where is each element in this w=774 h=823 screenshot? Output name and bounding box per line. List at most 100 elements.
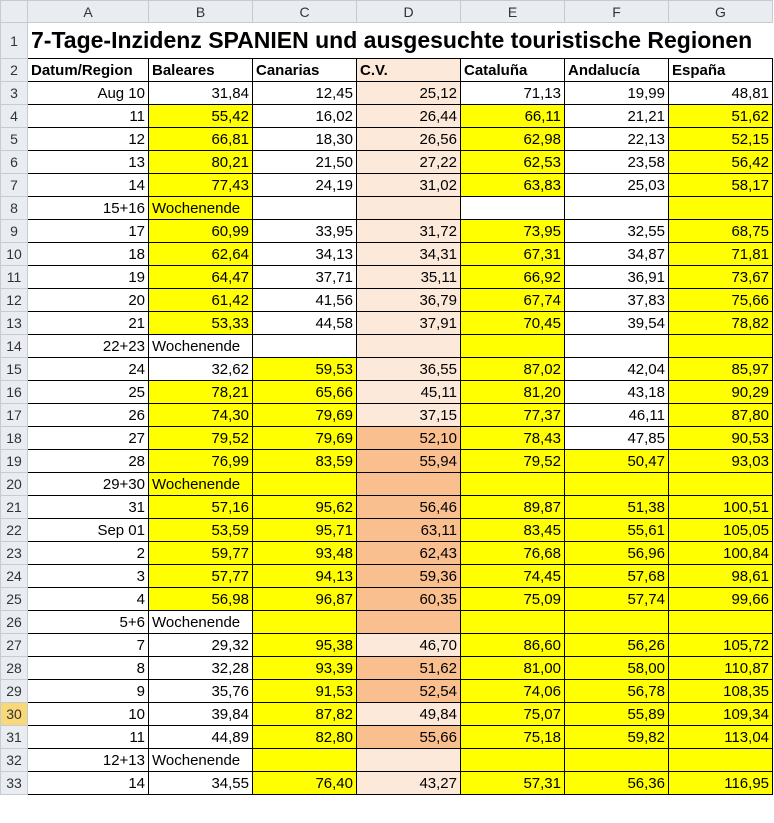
column-title-cell[interactable]: C.V. — [356, 58, 461, 82]
date-cell[interactable]: 21 — [27, 311, 149, 335]
row-header[interactable]: 18 — [0, 426, 28, 450]
value-cell[interactable]: 56,46 — [356, 495, 461, 519]
value-cell[interactable]: 42,04 — [564, 357, 669, 381]
value-cell[interactable]: 57,16 — [148, 495, 253, 519]
date-cell[interactable]: 3 — [27, 564, 149, 588]
date-cell[interactable]: 28 — [27, 449, 149, 473]
value-cell[interactable]: 52,54 — [356, 679, 461, 703]
value-cell[interactable]: 62,43 — [356, 541, 461, 565]
date-cell[interactable]: 14 — [27, 771, 149, 795]
row-header[interactable]: 20 — [0, 472, 28, 496]
date-cell[interactable]: 11 — [27, 104, 149, 128]
value-cell[interactable]: 75,09 — [460, 587, 565, 611]
value-cell[interactable]: 83,45 — [460, 518, 565, 542]
value-cell[interactable]: 49,84 — [356, 702, 461, 726]
value-cell[interactable]: 36,55 — [356, 357, 461, 381]
date-cell[interactable]: 27 — [27, 426, 149, 450]
value-cell[interactable] — [356, 748, 461, 772]
value-cell[interactable]: 19,99 — [564, 81, 669, 105]
value-cell[interactable]: 34,31 — [356, 242, 461, 266]
value-cell[interactable]: 58,00 — [564, 656, 669, 680]
value-cell[interactable]: 52,10 — [356, 426, 461, 450]
value-cell[interactable]: 73,67 — [668, 265, 773, 289]
value-cell[interactable]: 79,69 — [252, 426, 357, 450]
row-header[interactable]: 5 — [0, 127, 28, 151]
value-cell[interactable]: 59,36 — [356, 564, 461, 588]
date-cell[interactable]: 5+6 — [27, 610, 149, 634]
value-cell[interactable]: 37,15 — [356, 403, 461, 427]
value-cell[interactable]: 62,64 — [148, 242, 253, 266]
value-cell[interactable]: 85,97 — [668, 357, 773, 381]
sheet-title[interactable]: 7-Tage-Inzidenz SPANIEN und ausgesuchte … — [31, 27, 753, 53]
row-header[interactable]: 23 — [0, 541, 28, 565]
value-cell[interactable]: 98,61 — [668, 564, 773, 588]
value-cell[interactable]: 35,76 — [148, 679, 253, 703]
value-cell[interactable] — [252, 748, 357, 772]
value-cell[interactable]: 56,36 — [564, 771, 669, 795]
column-title-cell[interactable]: Cataluña — [460, 58, 565, 82]
row-header[interactable]: 32 — [0, 748, 28, 772]
value-cell[interactable]: 51,62 — [668, 104, 773, 128]
value-cell[interactable]: 108,35 — [668, 679, 773, 703]
value-cell[interactable]: 50,47 — [564, 449, 669, 473]
date-cell[interactable]: 15+16 — [27, 196, 149, 220]
column-header-F[interactable]: F — [564, 0, 669, 23]
row-header[interactable]: 25 — [0, 587, 28, 611]
value-cell[interactable] — [460, 748, 565, 772]
value-cell[interactable]: 55,66 — [356, 725, 461, 749]
value-cell[interactable]: Wochenende — [148, 610, 253, 634]
value-cell[interactable]: 71,81 — [668, 242, 773, 266]
value-cell[interactable]: Wochenende — [148, 334, 253, 358]
value-cell[interactable]: 37,91 — [356, 311, 461, 335]
column-title-cell[interactable]: Baleares — [148, 58, 253, 82]
value-cell[interactable]: 57,31 — [460, 771, 565, 795]
value-cell[interactable]: 67,31 — [460, 242, 565, 266]
value-cell[interactable]: 31,72 — [356, 219, 461, 243]
row-header[interactable]: 10 — [0, 242, 28, 266]
row-header[interactable]: 27 — [0, 633, 28, 657]
row-header[interactable]: 17 — [0, 403, 28, 427]
date-cell[interactable]: 13 — [27, 150, 149, 174]
date-cell[interactable]: 31 — [27, 495, 149, 519]
value-cell[interactable]: 65,66 — [252, 380, 357, 404]
date-cell[interactable]: 4 — [27, 587, 149, 611]
value-cell[interactable] — [252, 334, 357, 358]
value-cell[interactable]: 87,02 — [460, 357, 565, 381]
column-header-D[interactable]: D — [356, 0, 461, 23]
value-cell[interactable]: 45,11 — [356, 380, 461, 404]
value-cell[interactable]: 76,40 — [252, 771, 357, 795]
row-header[interactable]: 3 — [0, 81, 28, 105]
value-cell[interactable]: 18,30 — [252, 127, 357, 151]
value-cell[interactable]: 96,87 — [252, 587, 357, 611]
value-cell[interactable]: 41,56 — [252, 288, 357, 312]
value-cell[interactable]: 64,47 — [148, 265, 253, 289]
value-cell[interactable]: 55,94 — [356, 449, 461, 473]
value-cell[interactable]: 55,89 — [564, 702, 669, 726]
value-cell[interactable]: 32,55 — [564, 219, 669, 243]
value-cell[interactable]: 46,70 — [356, 633, 461, 657]
value-cell[interactable]: 95,71 — [252, 518, 357, 542]
value-cell[interactable]: 34,13 — [252, 242, 357, 266]
value-cell[interactable]: 75,66 — [668, 288, 773, 312]
value-cell[interactable]: 55,42 — [148, 104, 253, 128]
value-cell[interactable]: 105,72 — [668, 633, 773, 657]
row-header[interactable]: 26 — [0, 610, 28, 634]
value-cell[interactable]: 79,69 — [252, 403, 357, 427]
value-cell[interactable] — [668, 748, 773, 772]
value-cell[interactable]: 39,54 — [564, 311, 669, 335]
value-cell[interactable]: 79,52 — [148, 426, 253, 450]
date-cell[interactable]: 17 — [27, 219, 149, 243]
value-cell[interactable]: 36,91 — [564, 265, 669, 289]
row-header[interactable]: 31 — [0, 725, 28, 749]
value-cell[interactable]: 116,95 — [668, 771, 773, 795]
value-cell[interactable]: 81,00 — [460, 656, 565, 680]
value-cell[interactable]: 61,42 — [148, 288, 253, 312]
value-cell[interactable]: 27,22 — [356, 150, 461, 174]
value-cell[interactable]: 75,07 — [460, 702, 565, 726]
value-cell[interactable] — [252, 610, 357, 634]
value-cell[interactable]: 25,03 — [564, 173, 669, 197]
value-cell[interactable]: 56,26 — [564, 633, 669, 657]
column-title-cell[interactable]: Andalucía — [564, 58, 669, 82]
value-cell[interactable]: 36,79 — [356, 288, 461, 312]
value-cell[interactable]: 59,53 — [252, 357, 357, 381]
